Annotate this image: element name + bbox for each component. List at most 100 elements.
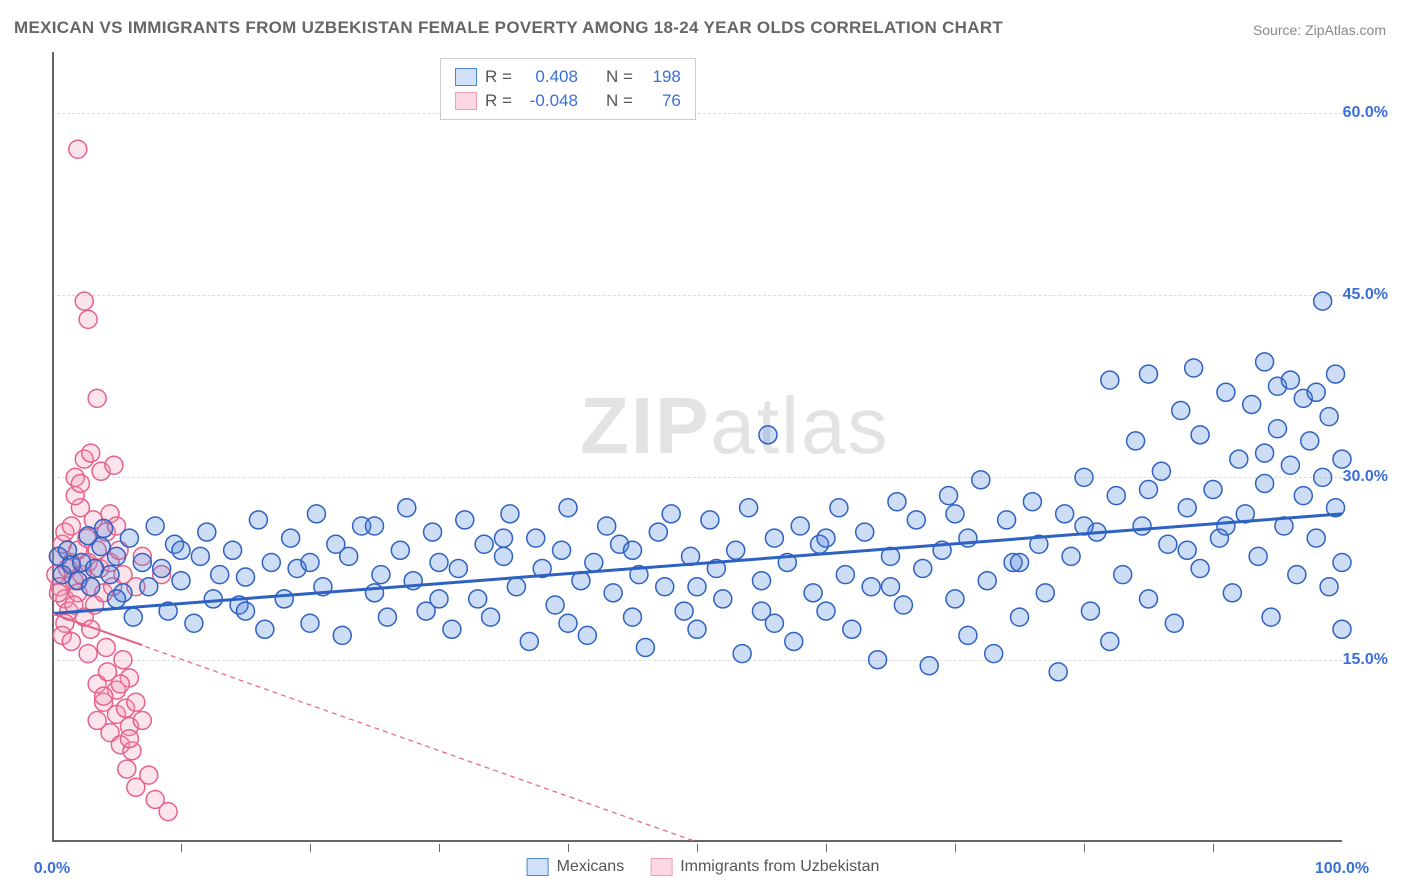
scatter-point — [1191, 560, 1209, 578]
scatter-point — [688, 578, 706, 596]
legend-n-label: N = — [606, 89, 633, 113]
scatter-point — [604, 584, 622, 602]
y-tick-label: 60.0% — [1343, 104, 1388, 122]
scatter-point — [1314, 468, 1332, 486]
scatter-point — [118, 760, 136, 778]
scatter-point — [378, 608, 396, 626]
scatter-point — [275, 590, 293, 608]
legend-row: R =0.408N =198 — [455, 65, 681, 89]
scatter-point — [998, 511, 1016, 529]
scatter-point — [578, 626, 596, 644]
scatter-point — [1204, 481, 1222, 499]
scatter-point — [978, 572, 996, 590]
scatter-point — [688, 620, 706, 638]
scatter-point — [636, 639, 654, 657]
source-attribution: Source: ZipAtlas.com — [1253, 22, 1386, 38]
legend-item: Immigrants from Uzbekistan — [650, 858, 879, 876]
scatter-point — [1114, 566, 1132, 584]
scatter-point — [765, 529, 783, 547]
scatter-point — [97, 639, 115, 657]
scatter-point — [817, 602, 835, 620]
scatter-point — [1269, 420, 1287, 438]
scatter-point — [449, 560, 467, 578]
x-minor-tick — [1213, 844, 1214, 852]
scatter-point — [1140, 590, 1158, 608]
scatter-point — [198, 523, 216, 541]
scatter-point — [1191, 426, 1209, 444]
scatter-point — [1256, 353, 1274, 371]
scatter-point — [740, 499, 758, 517]
scatter-point — [1249, 547, 1267, 565]
scatter-point — [585, 553, 603, 571]
scatter-point — [1281, 456, 1299, 474]
scatter-point — [733, 645, 751, 663]
scatter-point — [1307, 383, 1325, 401]
scatter-point — [1320, 408, 1338, 426]
scatter-point — [1023, 493, 1041, 511]
scatter-point — [101, 566, 119, 584]
legend-swatch — [650, 858, 672, 876]
scatter-point — [675, 602, 693, 620]
scatter-point — [1165, 614, 1183, 632]
scatter-point — [1262, 608, 1280, 626]
legend-r-value: -0.048 — [520, 89, 578, 113]
scatter-point — [920, 657, 938, 675]
scatter-point — [869, 651, 887, 669]
scatter-point — [1256, 474, 1274, 492]
legend-r-label: R = — [485, 65, 512, 89]
scatter-point — [92, 538, 110, 556]
scatter-point — [430, 553, 448, 571]
scatter-point — [1243, 395, 1261, 413]
scatter-point — [1036, 584, 1054, 602]
chart-title: MEXICAN VS IMMIGRANTS FROM UZBEKISTAN FE… — [14, 18, 1003, 38]
legend-label: Immigrants from Uzbekistan — [680, 858, 879, 876]
scatter-point — [527, 529, 545, 547]
scatter-point — [108, 590, 126, 608]
scatter-point — [495, 547, 513, 565]
scatter-point — [843, 620, 861, 638]
scatter-point — [153, 560, 171, 578]
scatter-point — [753, 572, 771, 590]
scatter-point — [1217, 383, 1235, 401]
scatter-point — [482, 608, 500, 626]
scatter-point — [69, 140, 87, 158]
legend-n-value: 76 — [641, 89, 681, 113]
scatter-point — [1320, 578, 1338, 596]
scatter-point — [301, 614, 319, 632]
scatter-point — [785, 632, 803, 650]
x-minor-tick — [181, 844, 182, 852]
legend-r-label: R = — [485, 89, 512, 113]
scatter-point — [82, 444, 100, 462]
scatter-point — [856, 523, 874, 541]
x-minor-tick — [568, 844, 569, 852]
scatter-point — [1049, 663, 1067, 681]
scatter-point — [62, 517, 80, 535]
scatter-point — [1101, 371, 1119, 389]
scatter-point — [1178, 541, 1196, 559]
scatter-point — [398, 499, 416, 517]
scatter-point — [391, 541, 409, 559]
scatter-point — [62, 632, 80, 650]
scatter-point — [1301, 432, 1319, 450]
scatter-point — [237, 568, 255, 586]
scatter-point — [972, 471, 990, 489]
legend-item: Mexicans — [527, 858, 625, 876]
legend-n-value: 198 — [641, 65, 681, 89]
scatter-point — [959, 626, 977, 644]
scatter-point — [559, 499, 577, 517]
scatter-point — [1178, 499, 1196, 517]
scatter-point — [888, 493, 906, 511]
scatter-point — [1185, 359, 1203, 377]
scatter-point — [211, 566, 229, 584]
scatter-point — [1230, 450, 1248, 468]
x-minor-tick — [439, 844, 440, 852]
scatter-point — [282, 529, 300, 547]
scatter-point — [598, 517, 616, 535]
scatter-point — [1127, 432, 1145, 450]
scatter-point — [237, 602, 255, 620]
scatter-point — [1223, 584, 1241, 602]
scatter-point — [79, 310, 97, 328]
scatter-point — [817, 529, 835, 547]
legend-label: Mexicans — [557, 858, 625, 876]
scatter-point — [333, 626, 351, 644]
